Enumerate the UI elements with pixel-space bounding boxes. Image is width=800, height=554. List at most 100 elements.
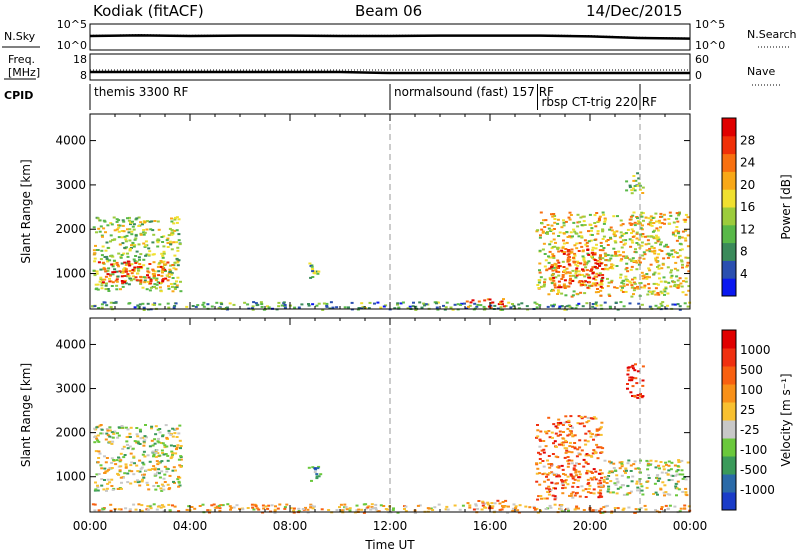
heatmap-cell (639, 233, 643, 236)
heatmap-cell (627, 506, 631, 509)
nave-label: Nave (747, 65, 775, 78)
heatmap-cell (335, 509, 339, 512)
heatmap-cell (126, 481, 130, 484)
heatmap-cell (320, 508, 324, 511)
heatmap-cell (667, 460, 671, 463)
heatmap-cell (670, 269, 673, 272)
heatmap-cell (593, 253, 597, 256)
heatmap-cell (95, 426, 99, 429)
heatmap-cell (104, 470, 108, 473)
heatmap-cell (533, 301, 537, 304)
heatmap-cell (374, 508, 378, 511)
heatmap-cell (312, 270, 316, 273)
heatmap-cell (125, 234, 129, 237)
heatmap-cell (458, 508, 462, 511)
heatmap-cell (580, 417, 584, 420)
heatmap-cell (681, 230, 685, 233)
heatmap-cell (625, 493, 629, 496)
heatmap-cell (560, 226, 564, 229)
heatmap-cell (171, 427, 175, 430)
heatmap-cell (539, 430, 543, 433)
heatmap-cell (562, 266, 566, 268)
heatmap-cell (630, 189, 634, 192)
heatmap-cell (292, 507, 296, 510)
heatmap-cell (147, 468, 151, 471)
heatmap-cell (411, 305, 415, 308)
heatmap-cell (574, 272, 578, 275)
heatmap-cell (653, 249, 657, 252)
heatmap-cell (126, 472, 130, 475)
heatmap-cell (175, 257, 179, 260)
colorbar-swatch (722, 207, 736, 226)
heatmap-cell (656, 283, 660, 286)
heatmap-cell (215, 301, 219, 304)
heatmap-cell (599, 241, 603, 244)
heatmap-cell (171, 435, 175, 438)
heatmap-cell (119, 465, 123, 468)
heatmap-cell (594, 470, 598, 473)
heatmap-cell (625, 267, 629, 269)
heatmap-cell (535, 462, 538, 465)
heatmap-cell (156, 505, 160, 508)
heatmap-cell (644, 235, 647, 238)
heatmap-cell (640, 215, 644, 218)
heatmap-cell (292, 511, 296, 514)
heatmap-cell (560, 305, 564, 308)
heatmap-cell (108, 274, 112, 277)
heatmap-cell (598, 249, 602, 252)
heatmap-cell (599, 512, 603, 514)
heatmap-cell (590, 433, 594, 436)
heatmap-cell (576, 264, 580, 267)
colorbar-swatch (722, 242, 736, 261)
heatmap-cell (599, 254, 602, 257)
heatmap-cell (599, 304, 603, 307)
heatmap-cell (413, 511, 417, 514)
heatmap-cell (625, 180, 629, 183)
heatmap-cell (601, 511, 605, 514)
heatmap-cell (174, 268, 178, 271)
heatmap-cell (100, 284, 104, 287)
heatmap-cell (542, 219, 545, 222)
heatmap-cell (640, 244, 644, 247)
heatmap-cell (552, 442, 555, 445)
heatmap-cell (317, 475, 321, 478)
heatmap-cell (635, 268, 639, 271)
heatmap-cell (584, 496, 588, 498)
heatmap-cell (474, 504, 478, 507)
heatmap-cell (178, 439, 182, 442)
heatmap-cell (136, 272, 140, 275)
heatmap-cell (149, 507, 153, 510)
heatmap-cell (142, 264, 146, 267)
heatmap-cell (632, 175, 636, 177)
heatmap-cell (106, 478, 110, 481)
heatmap-cell (444, 306, 448, 309)
heatmap-cell (643, 284, 647, 287)
heatmap-cell (104, 438, 108, 441)
heatmap-cell (160, 489, 164, 492)
heatmap-cell (632, 289, 636, 292)
heatmap-cell (145, 436, 148, 439)
heatmap-cell (599, 482, 603, 485)
heatmap-cell (670, 461, 674, 464)
heatmap-cell (117, 473, 121, 476)
heatmap-cell (106, 434, 110, 437)
heatmap-cell (162, 245, 166, 248)
heatmap-cell (232, 303, 236, 306)
heatmap-cell (170, 272, 174, 275)
heatmap-cell (537, 287, 541, 289)
heatmap-cell (648, 276, 651, 279)
heatmap-cell (570, 459, 574, 462)
heatmap-cell (636, 394, 640, 397)
heatmap-cell (574, 471, 578, 474)
heatmap-cell (629, 281, 633, 284)
heatmap-cell (601, 485, 605, 488)
heatmap-cell (142, 258, 146, 261)
heatmap-cell (105, 257, 109, 260)
heatmap-cell (675, 217, 679, 220)
cpid-segment-label: themis 3300 RF (94, 85, 188, 99)
heatmap-cell (166, 454, 170, 457)
heatmap-cell (105, 282, 108, 285)
heatmap-cell (460, 302, 464, 305)
heatmap-cell (159, 506, 163, 509)
heatmap-cell (168, 227, 172, 230)
